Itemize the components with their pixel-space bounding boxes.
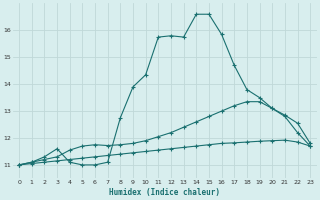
X-axis label: Humidex (Indice chaleur): Humidex (Indice chaleur) bbox=[109, 188, 220, 197]
